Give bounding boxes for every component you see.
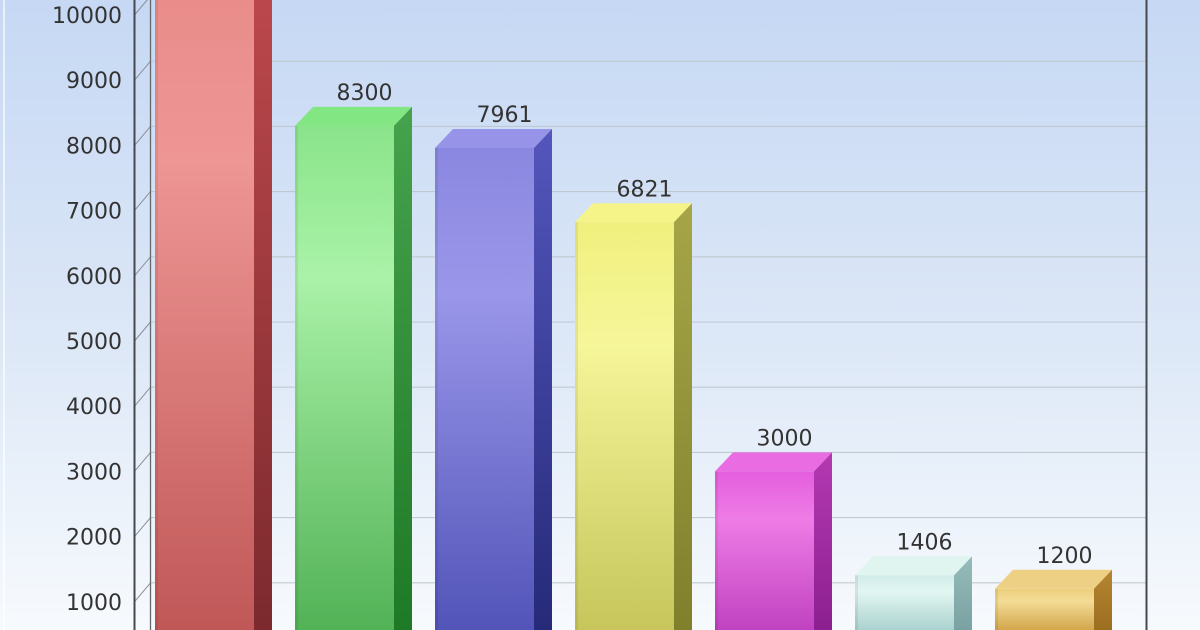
- bar-top-face: [575, 203, 692, 223]
- bar-side-face: [1094, 569, 1112, 630]
- bar-top-face: [295, 106, 412, 126]
- axis-tick: [134, 0, 148, 16]
- y-axis-label: 8000: [66, 134, 122, 159]
- bar-edge-shade: [715, 471, 718, 630]
- bar-top-face: [715, 452, 832, 472]
- axis-tick: [134, 386, 151, 407]
- y-axis-label: 10000: [52, 4, 122, 29]
- bar-edge-shade: [575, 222, 578, 630]
- axis-tick: [134, 452, 151, 472]
- y-axis-label: 4000: [66, 395, 122, 420]
- axis-tick: [134, 582, 151, 603]
- bar-edge-shade: [295, 125, 298, 630]
- bar-side-face: [394, 106, 412, 630]
- bar-front-face: [995, 588, 1094, 630]
- bar-side-face: [534, 128, 552, 630]
- bar-side-face: [954, 556, 972, 630]
- y-axis-label: 1000: [66, 591, 122, 616]
- bar-front-face: [575, 222, 674, 630]
- bar-top-face: [995, 569, 1112, 589]
- bar-value-label: 1406: [897, 530, 953, 555]
- bar-value-label: 7961: [477, 103, 533, 128]
- y-axis-label: 6000: [66, 265, 122, 290]
- bar-side-face: [814, 452, 832, 630]
- bar-value-label: 1200: [1037, 544, 1093, 569]
- bar-edge-shade: [435, 147, 438, 630]
- axis-tick: [134, 126, 151, 146]
- bar-front-face: [155, 0, 254, 630]
- y-axis-label: 5000: [66, 330, 122, 355]
- bar-top-face: [435, 128, 552, 148]
- y-axis-label: 3000: [66, 460, 122, 485]
- y-axis-label: 7000: [66, 200, 122, 225]
- bar-front-face: [715, 471, 814, 630]
- axis-tick: [134, 191, 151, 211]
- bar-value-label: 6821: [617, 177, 673, 202]
- bar-edge-shade: [855, 575, 858, 630]
- bar-edge-shade: [995, 588, 998, 630]
- bar-value-label: 3000: [757, 426, 813, 451]
- axis-tick: [134, 321, 151, 342]
- axis-tick: [134, 60, 151, 81]
- axis-tick: [134, 517, 151, 537]
- bar-front-face: [295, 125, 394, 630]
- y-axis-label: 9000: [66, 69, 122, 94]
- y-axis-label: 2000: [66, 526, 122, 551]
- bar-side-face: [674, 203, 692, 630]
- bar-front-face: [435, 147, 534, 630]
- bar-side-face: [254, 0, 272, 630]
- bar-top-face: [855, 556, 972, 576]
- axis-tick: [134, 256, 151, 277]
- bar-value-label: 8300: [337, 81, 393, 106]
- bar-edge-shade: [155, 0, 158, 630]
- bar-front-face: [855, 575, 954, 630]
